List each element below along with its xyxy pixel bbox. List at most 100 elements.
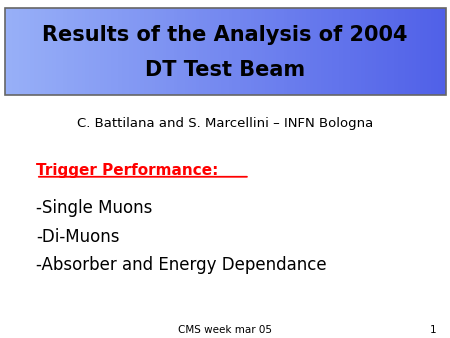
Bar	[232, 8, 237, 95]
Bar	[155, 8, 159, 95]
Bar	[412, 8, 417, 95]
Bar	[52, 8, 56, 95]
Bar	[229, 8, 233, 95]
Bar	[288, 8, 292, 95]
Bar	[166, 8, 170, 95]
Bar	[111, 8, 115, 95]
Bar	[71, 8, 75, 95]
Bar	[258, 8, 262, 95]
Bar	[34, 8, 38, 95]
Text: -Absorber and Energy Dependance: -Absorber and Energy Dependance	[36, 256, 327, 274]
Bar	[416, 8, 420, 95]
Bar	[30, 8, 34, 95]
Bar	[49, 8, 53, 95]
Bar	[273, 8, 277, 95]
Bar	[339, 8, 343, 95]
Bar	[298, 8, 302, 95]
Bar	[266, 8, 270, 95]
Bar	[56, 8, 60, 95]
Bar	[240, 8, 244, 95]
Bar	[203, 8, 207, 95]
Bar	[144, 8, 148, 95]
Bar	[262, 8, 266, 95]
Bar	[291, 8, 295, 95]
Bar	[210, 8, 214, 95]
Bar	[401, 8, 405, 95]
Bar	[159, 8, 163, 95]
Bar	[284, 8, 288, 95]
Bar	[23, 8, 27, 95]
Bar	[324, 8, 328, 95]
Bar	[174, 8, 178, 95]
Bar	[19, 8, 23, 95]
Bar	[140, 8, 144, 95]
Bar	[74, 8, 78, 95]
Bar	[420, 8, 424, 95]
Bar	[196, 8, 200, 95]
Bar	[276, 8, 281, 95]
Bar	[27, 8, 31, 95]
Bar	[357, 8, 361, 95]
Text: Results of the Analysis of 2004: Results of the Analysis of 2004	[42, 25, 408, 46]
Bar	[342, 8, 347, 95]
Bar	[427, 8, 431, 95]
Bar	[12, 8, 16, 95]
Bar	[387, 8, 391, 95]
Text: -Di-Muons: -Di-Muons	[36, 227, 120, 246]
Bar	[100, 8, 104, 95]
Bar	[328, 8, 332, 95]
Text: DT Test Beam: DT Test Beam	[145, 60, 305, 80]
Bar	[254, 8, 258, 95]
Bar	[86, 8, 90, 95]
Bar	[130, 8, 134, 95]
Bar	[431, 8, 435, 95]
Bar	[350, 8, 354, 95]
Bar	[295, 8, 299, 95]
Text: CMS week mar 05: CMS week mar 05	[178, 324, 272, 335]
Bar	[188, 8, 193, 95]
Bar	[78, 8, 82, 95]
Bar	[251, 8, 255, 95]
Bar	[4, 8, 9, 95]
Bar	[368, 8, 373, 95]
Bar	[63, 8, 68, 95]
Bar	[214, 8, 218, 95]
Bar	[137, 8, 141, 95]
Bar	[247, 8, 251, 95]
Bar	[207, 8, 211, 95]
Bar	[379, 8, 383, 95]
Bar	[93, 8, 97, 95]
Bar	[409, 8, 413, 95]
Bar	[89, 8, 93, 95]
Bar	[148, 8, 152, 95]
Bar	[372, 8, 376, 95]
Bar	[59, 8, 64, 95]
Bar	[346, 8, 351, 95]
Bar	[181, 8, 185, 95]
Bar	[280, 8, 284, 95]
Bar	[364, 8, 369, 95]
Bar	[236, 8, 240, 95]
Bar	[332, 8, 336, 95]
Bar	[442, 8, 446, 95]
Bar	[122, 8, 126, 95]
Bar	[313, 8, 317, 95]
Bar	[199, 8, 203, 95]
Bar	[423, 8, 428, 95]
Bar	[225, 8, 229, 95]
Bar	[170, 8, 174, 95]
Bar	[438, 8, 442, 95]
Bar	[361, 8, 365, 95]
Bar	[317, 8, 321, 95]
Text: C. Battilana and S. Marcellini – INFN Bologna: C. Battilana and S. Marcellini – INFN Bo…	[77, 117, 373, 130]
Bar	[354, 8, 358, 95]
Bar	[126, 8, 130, 95]
Bar	[221, 8, 225, 95]
Bar	[67, 8, 71, 95]
Bar	[8, 8, 12, 95]
Bar	[269, 8, 273, 95]
Text: Trigger Performance:: Trigger Performance:	[36, 163, 218, 178]
Bar	[184, 8, 189, 95]
Bar	[192, 8, 196, 95]
Bar	[104, 8, 108, 95]
